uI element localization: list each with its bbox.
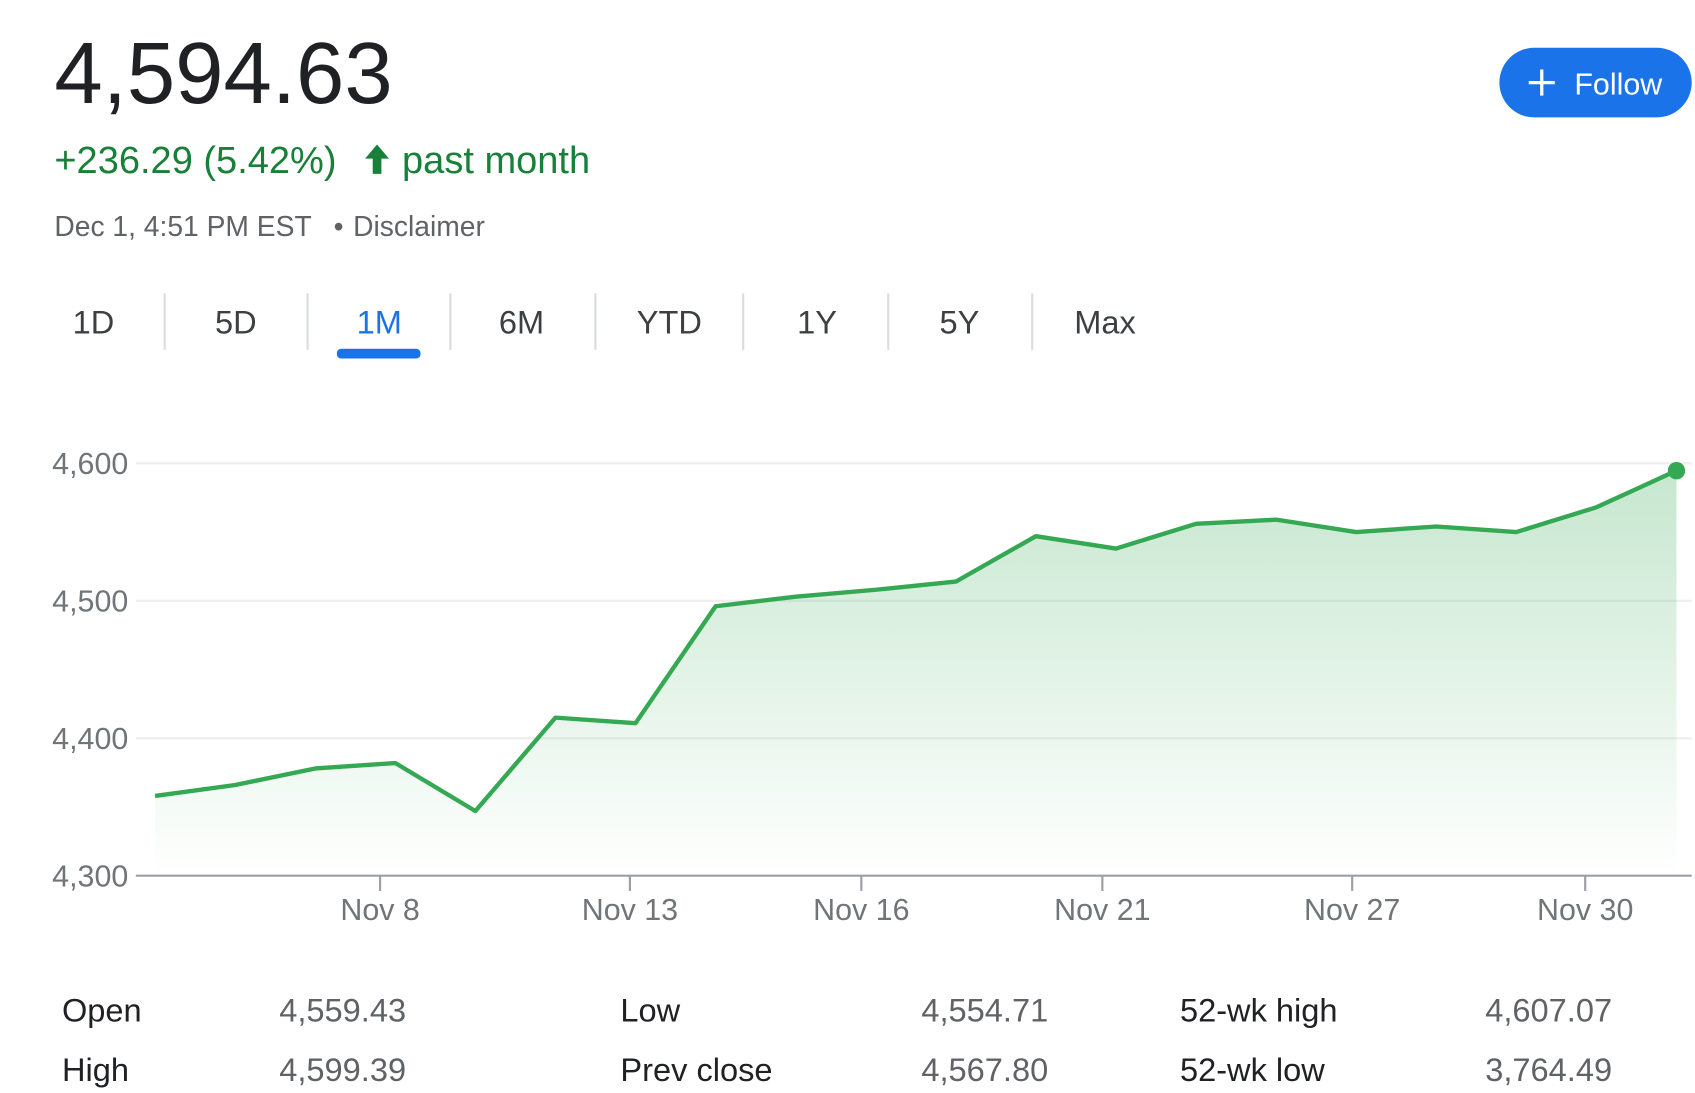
range-tab[interactable]: 5D (215, 304, 257, 341)
stat-label: 52-wk low (1180, 1051, 1325, 1088)
follow-bg (1499, 47, 1692, 118)
follow-button[interactable]: Follow (1499, 47, 1692, 118)
stat-label: Open (62, 991, 142, 1028)
timestamp: Dec 1, 4:51 PM EST (54, 210, 311, 242)
range-tab[interactable]: 6M (499, 304, 544, 341)
disclaimer[interactable]: Disclaimer (353, 210, 485, 242)
stat-label: Low (620, 991, 680, 1028)
change: +236.29 (5.42%) (54, 140, 336, 182)
range-tabs: 1D 5D 1M 6M YTD 1Y 5Y Max (73, 293, 1136, 359)
y-tick-label: 4,400 (52, 722, 128, 756)
price: 4,594.63 (54, 25, 392, 122)
x-tick-label: Nov 30 (1537, 893, 1633, 927)
stat-label: Prev close (620, 1051, 772, 1088)
range-label: 1D (73, 304, 115, 341)
separator: • (334, 210, 344, 242)
area-fill (155, 470, 1677, 876)
price-line (154, 468, 1678, 814)
stat-label: 52-wk high (1180, 991, 1338, 1028)
range-tab[interactable]: 1Y (797, 304, 837, 341)
x-tick-label: Nov 27 (1304, 893, 1400, 927)
stats-table: Open 4,559.43 Low 4,554.71 52-wk high 4,607.0… (62, 991, 1612, 1088)
range-tab[interactable]: Max (1074, 304, 1136, 341)
stat-value: 4,599.39 (279, 1051, 406, 1088)
stat-value: 4,554.71 (921, 991, 1048, 1028)
range-label: 6M (499, 304, 544, 341)
x-tick-label: Nov 21 (1054, 893, 1150, 927)
up-arrow (365, 144, 390, 174)
x-tick-label: Nov 13 (582, 893, 678, 927)
stat-value: 4,567.80 (921, 1051, 1048, 1088)
stat-value: 4,559.43 (279, 991, 406, 1028)
plus-icon (1528, 69, 1555, 96)
range-tab[interactable]: 1D (73, 304, 115, 341)
stat-label: High (62, 1051, 129, 1088)
range-label: 5D (215, 304, 257, 341)
chart: 4,300 4,400 4,500 4,600 Nov 8 Nov 13 Nov 16 Nov… (52, 447, 1692, 927)
y-tick-label: 4,300 (52, 860, 128, 894)
range-tab[interactable]: 1M (336, 304, 421, 359)
selected-indicator (336, 348, 421, 359)
y-tick-label: 4,600 (52, 447, 128, 481)
follow-label: Follow (1574, 68, 1663, 102)
range-label: YTD (637, 304, 702, 341)
last-point (1667, 462, 1686, 480)
x-tick-label: Nov 16 (813, 893, 909, 927)
range-tab[interactable]: YTD (637, 304, 702, 341)
range-label: 1M (357, 304, 402, 341)
period: past month (402, 140, 590, 182)
range-label: Max (1074, 304, 1136, 341)
range-label: 1Y (797, 304, 837, 341)
stat-value: 4,607.07 (1485, 991, 1612, 1028)
stat-value: 3,764.49 (1485, 1051, 1612, 1088)
x-tick-label: Nov 8 (340, 893, 419, 927)
y-tick-label: 4,500 (52, 585, 128, 619)
range-label: 5Y (939, 304, 979, 341)
range-tab[interactable]: 5Y (939, 304, 979, 341)
